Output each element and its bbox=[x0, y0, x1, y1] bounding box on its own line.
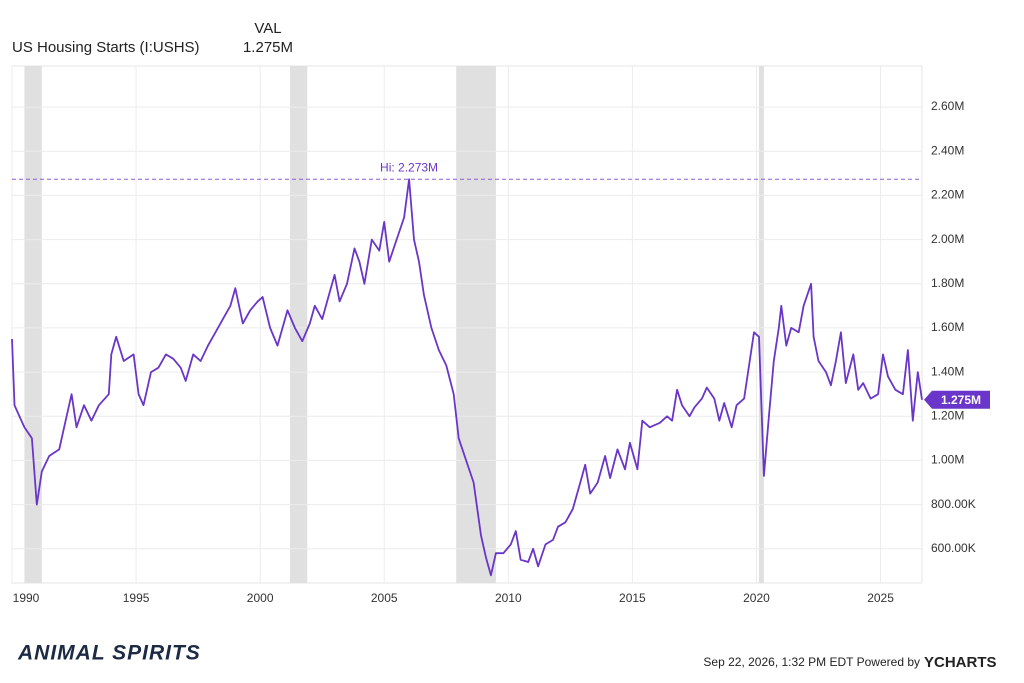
y-tick-label: 1.20M bbox=[931, 408, 964, 422]
plot: 600.00K 800.00K 1.00M 1.20M 1.40M 1.60M 1.80M 2… bbox=[11, 65, 990, 605]
x-tick-label: 2010 bbox=[495, 591, 522, 605]
hi-label: Hi: 2.273M bbox=[380, 160, 438, 174]
x-tick-label: 2005 bbox=[371, 591, 398, 605]
header-value: 1.275M bbox=[243, 39, 293, 56]
y-tick-label: 600.00K bbox=[931, 541, 976, 555]
x-tick-label: 1990 bbox=[13, 591, 40, 605]
y-tick-label: 2.60M bbox=[931, 99, 964, 113]
footer-brand: YCHARTS bbox=[924, 654, 997, 671]
footer-logo: ANIMAL SPIRITS bbox=[17, 642, 201, 665]
y-tick-label: 2.20M bbox=[931, 188, 964, 202]
footer-text: Sep 22, 2026, 1:32 PM EDT Powered by bbox=[703, 655, 920, 669]
recession-band bbox=[758, 66, 764, 583]
recession-band bbox=[24, 66, 42, 583]
y-tick-label: 2.40M bbox=[931, 143, 964, 157]
y-tick-label: 1.80M bbox=[931, 276, 964, 290]
x-tick-label: 2000 bbox=[247, 591, 274, 605]
x-tick-label: 1995 bbox=[123, 591, 150, 605]
series-title: US Housing Starts (I:USHS) bbox=[12, 39, 200, 56]
series-line bbox=[11, 178, 923, 577]
header-label: VAL bbox=[254, 20, 281, 37]
last-value-label: 1.275M bbox=[941, 393, 981, 407]
y-tick-label: 1.60M bbox=[931, 320, 964, 334]
y-tick-label: 1.40M bbox=[931, 364, 964, 378]
last-value-badge bbox=[924, 390, 990, 409]
y-tick-label: 800.00K bbox=[931, 497, 976, 511]
x-tick-label: 2015 bbox=[619, 591, 646, 605]
x-tick-label: 2020 bbox=[743, 591, 770, 605]
y-tick-label: 1.00M bbox=[931, 453, 964, 467]
y-tick-label: 2.00M bbox=[931, 232, 964, 246]
x-tick-label: 2025 bbox=[867, 591, 894, 605]
